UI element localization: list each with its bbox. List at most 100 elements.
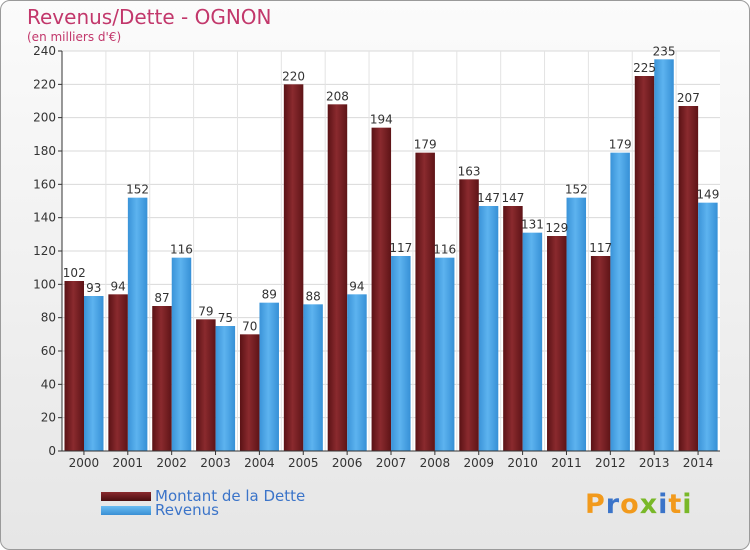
data-label: 147 — [501, 191, 524, 205]
bar-dette — [590, 256, 611, 451]
y-tick-label: 140 — [33, 211, 56, 225]
data-label: 93 — [86, 281, 101, 295]
y-tick-label: 120 — [33, 244, 56, 258]
data-label: 149 — [696, 188, 719, 202]
logo-letter: o — [620, 489, 640, 520]
data-label: 116 — [170, 243, 193, 257]
bar-dette — [327, 104, 348, 451]
bar-dette — [64, 281, 84, 451]
x-tick-label: 2006 — [332, 456, 363, 470]
data-label: 207 — [677, 91, 700, 105]
legend-swatch-revenus — [101, 506, 151, 515]
logo-letter: P — [585, 489, 606, 520]
x-tick-label: 2012 — [595, 456, 626, 470]
bar-dette — [283, 84, 304, 451]
bar-dette — [371, 127, 392, 452]
bar-revenus — [391, 256, 411, 451]
data-label: 117 — [589, 241, 612, 255]
bar-dette — [108, 294, 128, 451]
y-tick-label: 100 — [33, 277, 56, 291]
data-label: 179 — [609, 138, 632, 152]
y-tick-label: 0 — [48, 444, 56, 458]
bar-dette — [678, 106, 699, 451]
y-tick-label: 160 — [33, 177, 56, 191]
data-label: 75 — [218, 311, 233, 325]
y-tick-label: 80 — [41, 311, 56, 325]
y-tick-label: 20 — [41, 411, 56, 425]
data-label: 79 — [198, 304, 213, 318]
data-label: 131 — [521, 218, 544, 232]
bar-dette — [415, 152, 435, 451]
bars — [64, 59, 718, 452]
data-label: 129 — [545, 221, 568, 235]
bar-dette — [547, 236, 567, 451]
x-tick-label: 2013 — [639, 456, 670, 470]
y-tick-label: 240 — [33, 44, 56, 58]
x-tick-label: 2014 — [683, 456, 714, 470]
x-tick-label: 2003 — [200, 456, 231, 470]
x-tick-label: 2001 — [113, 456, 144, 470]
y-tick-label: 220 — [33, 77, 56, 91]
data-label: 194 — [370, 113, 393, 127]
bar-dette — [239, 334, 260, 451]
data-label: 94 — [110, 279, 125, 293]
bar-revenus — [171, 257, 192, 451]
data-label: 117 — [389, 241, 412, 255]
y-tick-label: 200 — [33, 111, 56, 125]
y-tick-label: 180 — [33, 144, 56, 158]
bar-revenus — [522, 232, 543, 451]
data-label: 163 — [458, 164, 481, 178]
data-label: 89 — [262, 288, 277, 302]
legend-item-revenus: Revenus — [101, 501, 219, 519]
data-label: 152 — [126, 183, 149, 197]
x-tick-label: 2004 — [244, 456, 275, 470]
bar-revenus — [610, 152, 630, 451]
data-label: 152 — [565, 183, 588, 197]
legend-label-dette: Montant de la Dette — [155, 487, 306, 505]
axes: 0 20 40 60 80 100 120 140 160 180 200 220 240 2000 200… — [33, 44, 720, 470]
bar-revenus — [127, 197, 148, 451]
data-label: 116 — [433, 243, 456, 257]
logo-letter: t — [668, 489, 683, 520]
bar-revenus — [654, 59, 674, 451]
legend-label-revenus: Revenus — [155, 501, 219, 519]
data-label: 87 — [154, 291, 169, 305]
chart-subtitle: (en milliers d'€) — [27, 30, 122, 44]
logo-letter: i — [658, 489, 669, 520]
bar-dette — [196, 319, 216, 451]
chart-title: Revenus/Dette - OGNON — [27, 5, 272, 29]
bar-revenus — [566, 197, 587, 451]
bar-revenus — [347, 294, 367, 451]
y-tick-label: 40 — [41, 377, 56, 391]
bar-dette — [634, 76, 655, 451]
bar-revenus — [84, 296, 104, 451]
x-tick-label: 2005 — [288, 456, 319, 470]
bar-revenus — [259, 302, 279, 451]
legend-item-dette: Montant de la Dette — [101, 487, 306, 505]
data-label: 102 — [63, 266, 86, 280]
data-label: 225 — [633, 61, 656, 75]
data-label: 220 — [282, 69, 305, 83]
bar-revenus — [434, 257, 455, 451]
bar-dette — [152, 306, 172, 451]
data-label: 70 — [242, 319, 257, 333]
x-tick-label: 2010 — [507, 456, 538, 470]
logo-letter: r — [605, 489, 621, 520]
x-tick-label: 2007 — [376, 456, 407, 470]
x-tick-label: 2008 — [420, 456, 451, 470]
data-label: 208 — [326, 89, 349, 103]
data-label: 94 — [349, 279, 364, 293]
x-tick-label: 2009 — [463, 456, 494, 470]
data-label: 179 — [414, 138, 437, 152]
logo-letter: x — [639, 489, 659, 520]
proxiti-logo: Proxiti — [585, 489, 693, 520]
data-label: 88 — [305, 289, 320, 303]
bar-dette — [459, 179, 479, 452]
x-tick-label: 2011 — [551, 456, 582, 470]
bar-revenus — [303, 304, 323, 451]
bar-revenus — [215, 326, 236, 451]
x-tick-label: 2002 — [156, 456, 187, 470]
